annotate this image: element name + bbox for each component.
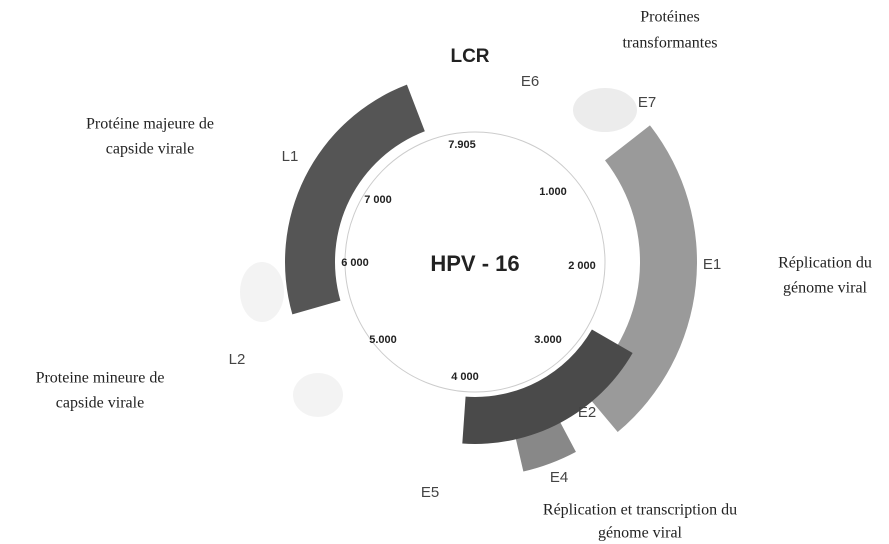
annotation: Protéines — [640, 9, 700, 26]
gene-label: L1 — [282, 148, 299, 165]
annotation: Proteine mineure de — [36, 370, 165, 387]
annotation: Réplication et transcription du — [543, 502, 737, 519]
e7-smudge — [573, 88, 637, 132]
position-label: 2 000 — [568, 260, 596, 272]
l1-arc — [285, 84, 425, 315]
gene-label: E4 — [550, 469, 568, 486]
annotation: Protéine majeure de — [86, 116, 214, 133]
gene-label: E5 — [421, 484, 439, 501]
position-label: 6 000 — [341, 257, 369, 269]
position-label: 7 000 — [364, 194, 392, 206]
l2-smudge — [293, 373, 343, 417]
position-label: 1.000 — [539, 186, 567, 198]
annotation: capside virale — [106, 141, 194, 158]
genome-circle — [344, 131, 606, 393]
position-label: 7.905 — [448, 139, 476, 151]
gene-label: E6 — [521, 73, 539, 90]
annotation: transformantes — [622, 35, 717, 52]
l2-smudge — [240, 262, 284, 322]
center-label: HPV - 16 — [430, 251, 519, 276]
position-label: 4 000 — [451, 371, 479, 383]
gene-label: E7 — [638, 94, 656, 111]
annotation: génome viral — [598, 525, 683, 542]
gene-label: E2 — [578, 404, 596, 421]
e1-arc — [581, 125, 698, 433]
gene-label: E1 — [703, 256, 721, 273]
region-label: LCR — [450, 46, 489, 67]
annotation: Réplication du — [778, 255, 872, 272]
annotation: capside virale — [56, 395, 144, 412]
position-label: 3.000 — [534, 334, 562, 346]
position-label: 5.000 — [369, 334, 397, 346]
gene-label: L2 — [229, 351, 246, 368]
annotation: génome viral — [783, 280, 868, 297]
e2-arc — [462, 329, 633, 445]
